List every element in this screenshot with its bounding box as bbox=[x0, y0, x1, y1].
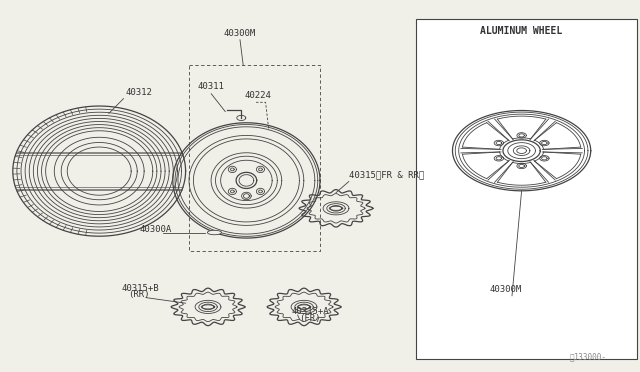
Text: 40224: 40224 bbox=[244, 91, 271, 100]
Text: 40315+B: 40315+B bbox=[122, 284, 159, 293]
Text: ALUMINUM WHEEL: ALUMINUM WHEEL bbox=[481, 26, 563, 35]
Ellipse shape bbox=[207, 230, 221, 235]
Text: 40300A: 40300A bbox=[140, 225, 172, 234]
Text: 〉J33000-: 〉J33000- bbox=[570, 353, 607, 362]
Text: 40311: 40311 bbox=[197, 82, 224, 91]
Text: (FR): (FR) bbox=[300, 314, 321, 323]
Bar bbox=[416, 19, 637, 359]
Text: 40315+A: 40315+A bbox=[291, 307, 329, 316]
Text: 40300M: 40300M bbox=[490, 285, 522, 294]
Text: 40312: 40312 bbox=[125, 89, 152, 97]
Text: 40315〈FR & RR〉: 40315〈FR & RR〉 bbox=[349, 170, 424, 179]
Text: (RR): (RR) bbox=[128, 291, 150, 299]
Text: 40300M: 40300M bbox=[224, 29, 256, 38]
